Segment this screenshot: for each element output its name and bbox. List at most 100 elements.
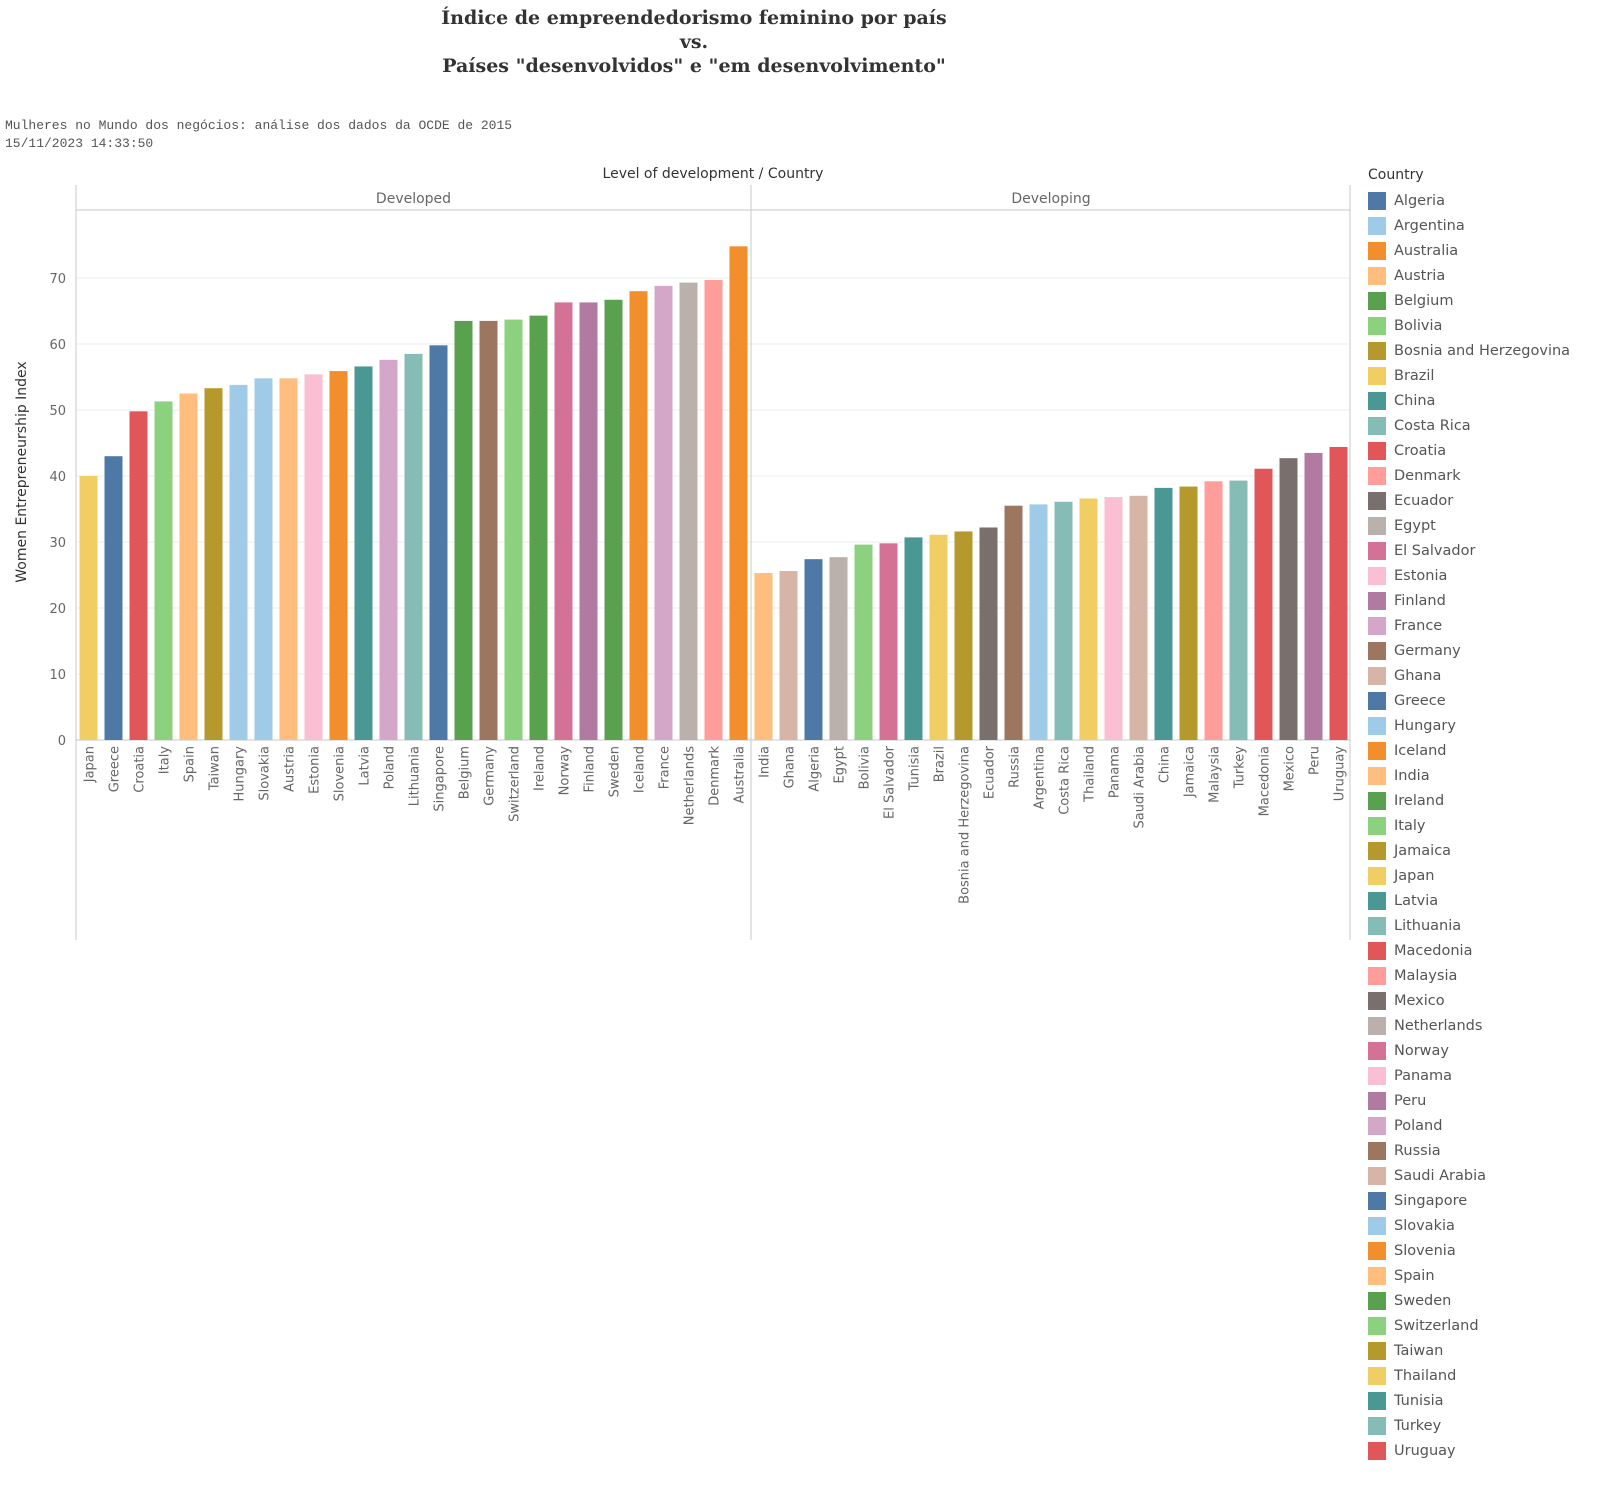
legend-item[interactable]: Croatia [1368, 438, 1600, 463]
legend-item[interactable]: Australia [1368, 238, 1600, 263]
legend-item[interactable]: Slovakia [1368, 1213, 1600, 1238]
bar[interactable] [1304, 452, 1323, 740]
legend-item[interactable]: Costa Rica [1368, 413, 1600, 438]
bar[interactable] [579, 302, 598, 740]
bar[interactable] [179, 393, 198, 741]
legend-item[interactable]: Ghana [1368, 663, 1600, 688]
legend-item[interactable]: Hungary [1368, 713, 1600, 738]
legend-item[interactable]: Ecuador [1368, 488, 1600, 513]
bar[interactable] [1204, 481, 1223, 740]
legend-item[interactable]: Spain [1368, 1263, 1600, 1288]
bar[interactable] [904, 537, 923, 740]
legend-item[interactable]: Brazil [1368, 363, 1600, 388]
bar[interactable] [1254, 468, 1273, 740]
legend-item[interactable]: Latvia [1368, 888, 1600, 913]
legend-item[interactable]: Netherlands [1368, 1013, 1600, 1038]
bar[interactable] [154, 401, 173, 740]
bar[interactable] [204, 388, 223, 740]
legend-item[interactable]: Tunisia [1368, 1388, 1600, 1413]
bar[interactable] [1029, 504, 1048, 740]
legend-item[interactable]: Singapore [1368, 1188, 1600, 1213]
legend-item[interactable]: India [1368, 763, 1600, 788]
bar[interactable] [1329, 446, 1348, 740]
legend-item[interactable]: Panama [1368, 1063, 1600, 1088]
bar[interactable] [554, 302, 573, 740]
bar[interactable] [404, 353, 423, 740]
legend-item[interactable]: France [1368, 613, 1600, 638]
bar[interactable] [354, 366, 373, 740]
legend-item[interactable]: Belgium [1368, 288, 1600, 313]
bar[interactable] [129, 411, 148, 740]
bar[interactable] [1004, 505, 1023, 740]
bar[interactable] [729, 246, 748, 740]
bar[interactable] [379, 359, 398, 740]
bar[interactable] [1279, 458, 1298, 740]
legend-item[interactable]: Bosnia and Herzegovina [1368, 338, 1600, 363]
legend-item[interactable]: El Salvador [1368, 538, 1600, 563]
legend-item[interactable]: Denmark [1368, 463, 1600, 488]
legend-item[interactable]: Norway [1368, 1038, 1600, 1063]
legend-item[interactable]: Macedonia [1368, 938, 1600, 963]
legend-item[interactable]: Russia [1368, 1138, 1600, 1163]
legend-item[interactable]: Peru [1368, 1088, 1600, 1113]
bar[interactable] [704, 279, 723, 740]
bar[interactable] [1079, 498, 1098, 740]
bar[interactable] [429, 345, 448, 740]
bar[interactable] [1054, 501, 1073, 740]
bar[interactable] [1154, 487, 1173, 740]
legend-item[interactable]: Italy [1368, 813, 1600, 838]
bar[interactable] [804, 559, 823, 740]
legend-item[interactable]: Ireland [1368, 788, 1600, 813]
bar[interactable] [479, 320, 498, 740]
bar[interactable] [229, 384, 248, 740]
bar[interactable] [529, 315, 548, 740]
bar[interactable] [329, 371, 348, 740]
legend-item[interactable]: Finland [1368, 588, 1600, 613]
bar[interactable] [654, 285, 673, 740]
bar[interactable] [879, 543, 898, 740]
legend-item[interactable]: Switzerland [1368, 1313, 1600, 1338]
bar[interactable] [779, 571, 798, 740]
legend-item[interactable]: Argentina [1368, 213, 1600, 238]
bar[interactable] [954, 531, 973, 740]
legend-item[interactable]: Japan [1368, 863, 1600, 888]
legend-item[interactable]: Uruguay [1368, 1438, 1600, 1463]
bar[interactable] [979, 527, 998, 740]
legend-item[interactable]: Slovenia [1368, 1238, 1600, 1263]
legend-item[interactable]: Bolivia [1368, 313, 1600, 338]
legend-item[interactable]: Saudi Arabia [1368, 1163, 1600, 1188]
legend-item[interactable]: Malaysia [1368, 963, 1600, 988]
bar[interactable] [1229, 480, 1248, 740]
bar[interactable] [604, 299, 623, 740]
legend-item[interactable]: Algeria [1368, 188, 1600, 213]
legend-item[interactable]: Austria [1368, 263, 1600, 288]
legend-item[interactable]: Jamaica [1368, 838, 1600, 863]
bar[interactable] [929, 534, 948, 740]
legend-item[interactable]: Estonia [1368, 563, 1600, 588]
legend-item[interactable]: China [1368, 388, 1600, 413]
bar[interactable] [454, 320, 473, 740]
bar[interactable] [254, 378, 273, 740]
bar[interactable] [829, 557, 848, 740]
bar[interactable] [304, 374, 323, 740]
legend-item[interactable]: Sweden [1368, 1288, 1600, 1313]
legend-item[interactable]: Poland [1368, 1113, 1600, 1138]
bar[interactable] [679, 282, 698, 740]
bar[interactable] [504, 319, 523, 740]
bar[interactable] [1104, 497, 1123, 740]
legend-item[interactable]: Lithuania [1368, 913, 1600, 938]
bar[interactable] [754, 573, 773, 740]
legend-item[interactable]: Turkey [1368, 1413, 1600, 1438]
legend-item[interactable]: Germany [1368, 638, 1600, 663]
bar[interactable] [104, 456, 123, 740]
legend-item[interactable]: Taiwan [1368, 1338, 1600, 1363]
legend-item[interactable]: Mexico [1368, 988, 1600, 1013]
legend-item[interactable]: Greece [1368, 688, 1600, 713]
bar[interactable] [279, 378, 298, 740]
bar[interactable] [854, 544, 873, 740]
legend-item[interactable]: Egypt [1368, 513, 1600, 538]
bar[interactable] [629, 291, 648, 740]
legend-item[interactable]: Iceland [1368, 738, 1600, 763]
bar[interactable] [1129, 495, 1148, 740]
bar[interactable] [79, 476, 98, 740]
